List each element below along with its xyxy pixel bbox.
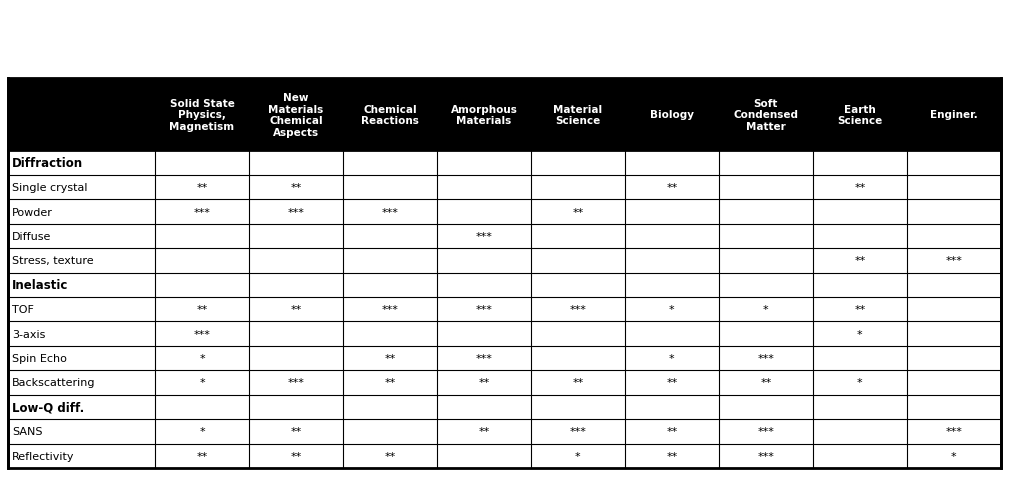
- Text: **: **: [197, 451, 208, 461]
- Text: **: **: [384, 378, 396, 388]
- Text: Backscattering: Backscattering: [12, 378, 95, 388]
- Text: **: **: [572, 378, 583, 388]
- Text: **: **: [667, 451, 678, 461]
- Bar: [8, 151, 1001, 468]
- Text: Reflectivity: Reflectivity: [12, 451, 75, 461]
- Text: ***: ***: [475, 231, 492, 241]
- Text: **: **: [291, 426, 302, 436]
- Text: **: **: [761, 378, 772, 388]
- Text: **: **: [197, 183, 208, 192]
- Text: ***: ***: [288, 378, 305, 388]
- Text: **: **: [291, 305, 302, 314]
- Text: ***: ***: [758, 353, 774, 363]
- Text: **: **: [667, 426, 678, 436]
- Text: Enginer.: Enginer.: [930, 110, 978, 120]
- Text: Low-Q diff.: Low-Q diff.: [12, 401, 84, 414]
- Bar: [8, 79, 1001, 151]
- Text: Diffuse: Diffuse: [12, 231, 52, 241]
- Text: Stress, texture: Stress, texture: [12, 256, 94, 266]
- Text: **: **: [854, 305, 865, 314]
- Text: ***: ***: [758, 426, 774, 436]
- Text: ***: ***: [382, 305, 398, 314]
- Text: Single crystal: Single crystal: [12, 183, 88, 192]
- Text: Biology: Biology: [650, 110, 694, 120]
- Text: **: **: [572, 207, 583, 217]
- Text: **: **: [854, 256, 865, 266]
- Text: *: *: [763, 305, 769, 314]
- Text: Diffraction: Diffraction: [12, 157, 83, 170]
- Text: *: *: [200, 353, 205, 363]
- Text: **: **: [384, 353, 396, 363]
- Text: Material
Science: Material Science: [553, 104, 603, 126]
- Text: SANS: SANS: [12, 426, 43, 436]
- Text: *: *: [670, 353, 675, 363]
- Text: ***: ***: [569, 426, 587, 436]
- Text: ***: ***: [193, 329, 211, 339]
- Text: Solid State
Physics,
Magnetism: Solid State Physics, Magnetism: [169, 98, 235, 132]
- Text: ***: ***: [945, 256, 962, 266]
- Text: Inelastic: Inelastic: [12, 279, 69, 292]
- Text: ***: ***: [382, 207, 398, 217]
- Text: **: **: [478, 378, 489, 388]
- Text: *: *: [200, 426, 205, 436]
- Bar: [8, 79, 1001, 468]
- Text: *: *: [200, 378, 205, 388]
- Text: Powder: Powder: [12, 207, 53, 217]
- Text: ***: ***: [475, 353, 492, 363]
- Text: *: *: [857, 329, 863, 339]
- Text: ***: ***: [569, 305, 587, 314]
- Text: ***: ***: [288, 207, 305, 217]
- Text: Soft
Condensed
Matter: Soft Condensed Matter: [733, 98, 798, 132]
- Text: **: **: [667, 183, 678, 192]
- Text: *: *: [951, 451, 956, 461]
- Text: New
Materials
Chemical
Aspects: New Materials Chemical Aspects: [268, 93, 323, 137]
- Text: **: **: [384, 451, 396, 461]
- Text: Amorphous
Materials: Amorphous Materials: [451, 104, 518, 126]
- Text: **: **: [291, 451, 302, 461]
- Text: 3-axis: 3-axis: [12, 329, 46, 339]
- Text: ***: ***: [193, 207, 211, 217]
- Text: **: **: [667, 378, 678, 388]
- Text: Chemical
Reactions: Chemical Reactions: [361, 104, 419, 126]
- Text: *: *: [670, 305, 675, 314]
- Text: **: **: [478, 426, 489, 436]
- Text: **: **: [854, 183, 865, 192]
- Text: ***: ***: [758, 451, 774, 461]
- Text: TOF: TOF: [12, 305, 34, 314]
- Text: *: *: [857, 378, 863, 388]
- Text: **: **: [291, 183, 302, 192]
- Text: ***: ***: [945, 426, 962, 436]
- Text: ***: ***: [475, 305, 492, 314]
- Text: Earth
Science: Earth Science: [838, 104, 882, 126]
- Text: *: *: [575, 451, 580, 461]
- Text: Spin Echo: Spin Echo: [12, 353, 67, 363]
- Text: **: **: [197, 305, 208, 314]
